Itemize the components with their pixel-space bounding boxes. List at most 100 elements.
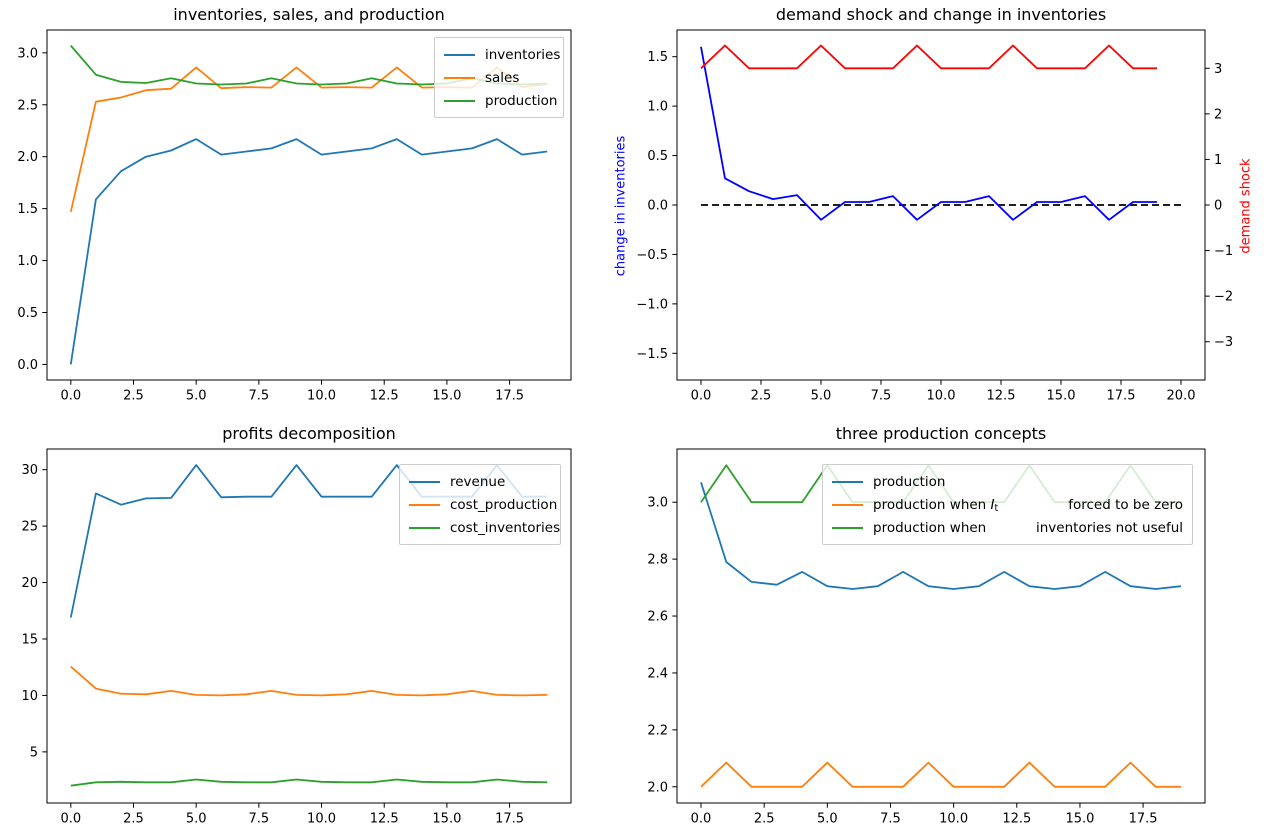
x-tick-label: 7.5 — [880, 812, 901, 827]
x-tick-label: 5.0 — [186, 812, 207, 827]
x-tick-label: 2.5 — [754, 812, 775, 827]
x-tick-label: 15.0 — [432, 389, 461, 404]
y-tick-label: −1.0 — [636, 297, 668, 312]
legend-label: production — [873, 473, 946, 490]
y-tick-label: −1.5 — [636, 347, 668, 362]
x-tick-label: 0.0 — [60, 389, 81, 404]
ylabel-demand-shock: demand shock — [1238, 158, 1254, 254]
legend-label: I — [990, 496, 995, 513]
y-tick-label: 20 — [21, 576, 38, 591]
y-tick-label: 2.6 — [647, 610, 668, 625]
chart-title-profits-decomposition: profits decomposition — [222, 424, 396, 443]
legend-label: inventories — [485, 46, 561, 63]
x-tick-label: 20.0 — [1167, 389, 1196, 404]
axes-frame — [46, 448, 572, 804]
legend-entry: cost_inventories — [409, 516, 560, 539]
legend-label: t — [994, 503, 999, 514]
legend-inventories-sales-production: inventories sales production — [434, 37, 564, 118]
legend-line-sample — [444, 53, 475, 56]
series-production — [700, 482, 1182, 590]
x-tick-label: 10.0 — [307, 389, 336, 404]
x-tick-label: 17.5 — [495, 389, 524, 404]
axes-frame — [676, 448, 1206, 804]
y-tick-label: 0.0 — [17, 358, 38, 373]
legend-line-sample — [832, 526, 863, 529]
legend-line-sample — [832, 503, 863, 506]
legend-line-sample — [444, 76, 475, 79]
chart-title-three-production-concepts: three production concepts — [835, 424, 1047, 443]
x-tick-label: 7.5 — [249, 812, 270, 827]
x-tick-label: 2.5 — [123, 812, 144, 827]
y-tick-label: 0.5 — [647, 149, 668, 164]
y-tick-label: 1.5 — [647, 50, 668, 65]
series-demand-shock — [700, 44, 1157, 70]
series-cost-inventories — [70, 778, 548, 787]
series-change-in-inventories — [700, 46, 1157, 221]
x-tick-label: 17.5 — [1129, 812, 1158, 827]
y-tick-label: 2.0 — [647, 780, 668, 795]
series-production-when-it-forced-to-be-zero — [700, 761, 1181, 788]
x-tick-label: 10.0 — [939, 812, 968, 827]
y-tick-label: 15 — [21, 632, 38, 647]
legend-label: revenue — [450, 473, 506, 490]
x-tick-label: 12.5 — [1002, 812, 1031, 827]
y-tick-label: 25 — [21, 520, 38, 535]
x-tick-label: 2.5 — [123, 389, 144, 404]
ylabel-change-in-inventories: change in inventories — [613, 135, 629, 277]
legend-label: cost_inventories — [450, 519, 561, 536]
series-inventories — [69, 138, 548, 365]
legend-entry: production — [832, 470, 1183, 493]
legend-line-sample — [444, 99, 475, 102]
legend-entry: production when inventories not useful — [832, 516, 1183, 539]
y-tick-label: 0.0 — [647, 199, 668, 214]
legend-profits-decomposition: revenue cost_production cost_inventories — [399, 464, 561, 545]
y-tick-label-right: 0 — [1214, 199, 1222, 214]
y-tick-label: 3.0 — [17, 46, 38, 61]
y-tick-label: 3.0 — [647, 496, 668, 511]
legend-entry: revenue — [409, 470, 551, 493]
chart-title-inventories-sales-production: inventories, sales, and production — [173, 5, 445, 24]
x-tick-label: 2.5 — [751, 389, 772, 404]
legend-label: sales — [485, 69, 520, 86]
legend-line-sample — [409, 526, 440, 529]
y-tick-label: 2.8 — [647, 553, 668, 568]
x-tick-label: 0.0 — [60, 812, 81, 827]
x-tick-label: 0.0 — [691, 812, 712, 827]
series-cost-production — [70, 665, 548, 697]
legend-entry: inventories — [444, 43, 560, 66]
axes-frame — [46, 29, 572, 381]
x-tick-label: 7.5 — [871, 389, 892, 404]
y-tick-label: 10 — [21, 689, 38, 704]
x-tick-label: 5.0 — [811, 389, 832, 404]
x-tick-label: 12.5 — [987, 389, 1016, 404]
y-tick-label: 2.2 — [647, 723, 668, 738]
y-tick-label: 30 — [21, 463, 38, 478]
y-tick-label: 2.0 — [17, 150, 38, 165]
legend-line-sample — [832, 480, 863, 483]
y-tick-label-right: 1 — [1214, 153, 1222, 168]
x-tick-label: 15.0 — [432, 812, 461, 827]
x-tick-label: 0.0 — [691, 389, 712, 404]
x-tick-label: 10.0 — [927, 389, 956, 404]
x-tick-label: 12.5 — [370, 812, 399, 827]
legend-label: cost_production — [450, 496, 558, 513]
legend-label: inventories not useful — [1036, 519, 1183, 536]
y-tick-label: 1.0 — [17, 254, 38, 269]
chart-title-demand-shock: demand shock and change in inventories — [775, 5, 1107, 24]
chart-demand-shock-change-inventories: 0.0 2.5 5.0 7.5 10.0 12.5 15.0 17.5 20.0−1.5−1.0… — [636, 29, 1233, 404]
x-tick-label: 15.0 — [1047, 389, 1076, 404]
y-tick-label: −0.5 — [636, 248, 668, 263]
legend-label: production when — [873, 496, 991, 513]
y-tick-label: 1.5 — [17, 202, 38, 217]
y-tick-label-right: 3 — [1214, 62, 1222, 77]
y-tick-label: 1.0 — [647, 100, 668, 115]
legend-label: production when — [873, 519, 987, 536]
x-tick-label: 10.0 — [307, 812, 336, 827]
x-tick-label: 5.0 — [186, 389, 207, 404]
y-tick-label: 2.4 — [647, 666, 668, 681]
y-tick-label-right: −3 — [1214, 335, 1233, 350]
